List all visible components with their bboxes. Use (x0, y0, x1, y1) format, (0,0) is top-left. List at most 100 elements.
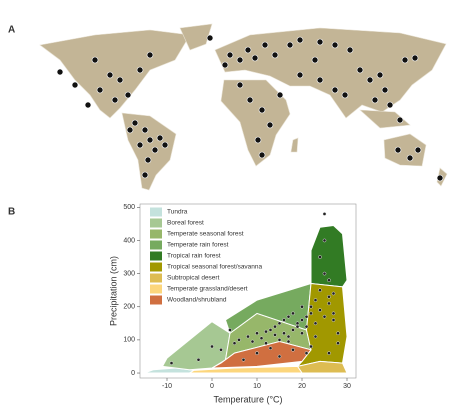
data-point (282, 318, 286, 322)
data-point (255, 351, 259, 355)
map-dot (71, 81, 79, 89)
data-point (327, 351, 331, 355)
map-dot (236, 56, 244, 64)
data-point (286, 334, 291, 339)
data-point (291, 311, 295, 316)
data-point (295, 321, 300, 326)
data-point (228, 328, 232, 332)
map-dot (56, 68, 64, 76)
biome-region (211, 341, 312, 369)
data-point (322, 314, 327, 319)
map-dot (251, 54, 259, 62)
map-dot (244, 46, 252, 54)
data-point (304, 314, 309, 319)
map-dot (371, 96, 379, 104)
legend-swatch (150, 207, 162, 217)
data-point (313, 298, 318, 302)
legend-swatch (150, 229, 162, 239)
data-point (241, 357, 246, 362)
data-point (264, 329, 268, 334)
y-tick-label: 0 (131, 370, 135, 377)
map-dot (316, 38, 324, 46)
data-point (318, 255, 322, 259)
map-dot (261, 41, 269, 49)
map-dot (386, 101, 394, 109)
map-dot (316, 76, 324, 84)
map-dot (146, 136, 154, 144)
map-dot (258, 106, 266, 114)
continent (121, 112, 177, 191)
data-point (210, 344, 214, 349)
map-dot (124, 91, 132, 99)
data-point (286, 314, 291, 319)
map-dot (436, 174, 444, 182)
data-point (169, 361, 174, 365)
legend-label: Temperate grassland/desert (167, 286, 248, 293)
map-dot (156, 134, 164, 142)
map-dot (221, 61, 229, 69)
map-dot (144, 156, 152, 164)
x-tick-label: 20 (298, 383, 306, 390)
x-axis-label: Temperature (°C) (213, 394, 282, 404)
data-point (322, 238, 327, 243)
panel-label: B (8, 207, 15, 218)
data-point (300, 331, 304, 336)
y-tick-label: 100 (123, 337, 135, 344)
data-point (232, 341, 237, 346)
map-dot (161, 141, 169, 149)
data-point (318, 308, 322, 312)
continent (214, 27, 447, 119)
map-dot (296, 36, 304, 44)
legend-label: Tundra (167, 209, 188, 216)
data-point (322, 212, 327, 216)
map-dot (96, 86, 104, 94)
legend-label: Temperate seasonal forest (167, 231, 244, 238)
data-point (309, 311, 313, 316)
map-dot (136, 141, 144, 149)
x-tick-label: 0 (210, 383, 214, 390)
legend-label: Woodland/shrubland (167, 297, 227, 304)
legend-swatch (150, 295, 162, 305)
data-point (246, 334, 250, 339)
legend-label: Subtropical desert (167, 275, 220, 282)
legend-swatch (150, 284, 162, 294)
y-tick-label: 500 (123, 204, 135, 211)
data-point (331, 318, 336, 322)
map-dot (381, 86, 389, 94)
map-dot (146, 51, 154, 59)
data-point (309, 344, 313, 349)
data-point (336, 341, 340, 346)
map-dot (84, 101, 92, 109)
legend-swatch (150, 273, 162, 283)
map-dot (151, 146, 159, 154)
continent (290, 137, 299, 153)
data-point (309, 304, 313, 309)
map-dot (331, 41, 339, 49)
map-dot (141, 171, 149, 179)
map-dot (91, 56, 99, 64)
legend-label: Tropical rain forest (167, 253, 221, 260)
data-point (264, 341, 268, 346)
map-dot (271, 51, 279, 59)
biome-region (187, 365, 303, 374)
y-tick-label: 200 (123, 304, 135, 311)
map-dot (341, 91, 349, 99)
data-point (322, 271, 327, 276)
world-map (39, 23, 448, 191)
legend-label: Tropical seasonal forest/savanna (167, 264, 263, 271)
data-point (268, 328, 273, 332)
map-dot (276, 91, 284, 99)
data-point (259, 336, 264, 341)
map-dot (266, 121, 274, 129)
map-dot (411, 54, 419, 62)
data-point (291, 328, 295, 332)
data-point (196, 357, 201, 362)
continent (39, 29, 191, 119)
map-dot (406, 154, 414, 162)
data-point (273, 324, 277, 329)
map-dot (136, 66, 144, 74)
map-dot (356, 66, 364, 74)
map-dot (106, 71, 114, 79)
data-point (318, 288, 322, 292)
